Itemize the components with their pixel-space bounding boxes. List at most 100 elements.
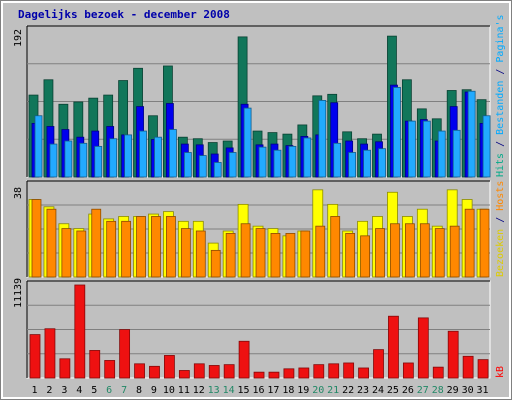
x-tick-label: 18 <box>282 385 294 396</box>
bar-paginas-6 <box>109 138 118 178</box>
bar-kb-25 <box>388 315 399 379</box>
bar-kb-20 <box>313 364 325 379</box>
legend-entry: Hits <box>495 153 506 177</box>
bar-hosts-19 <box>300 230 311 278</box>
x-tick-label: 1 <box>31 385 37 396</box>
bar-kb-9 <box>149 365 160 379</box>
bar-paginas-10 <box>169 129 177 178</box>
x-tick-label: 31 <box>477 385 489 396</box>
bar-kb-13 <box>208 365 220 379</box>
bar-kb-12 <box>193 363 205 379</box>
bar-kb-22 <box>343 362 355 379</box>
bar-paginas-22 <box>348 152 357 178</box>
bar-hosts-12 <box>195 230 206 278</box>
bar-kb-16 <box>253 371 265 379</box>
bar-kb-5 <box>89 350 101 379</box>
x-tick-label: 16 <box>252 385 264 396</box>
bar-kb-30 <box>462 355 474 379</box>
x-tick-label: 24 <box>372 385 384 396</box>
bar-kb-19 <box>298 367 310 379</box>
bar-paginas-12 <box>198 155 207 178</box>
legend-kb: kB <box>495 366 506 378</box>
bar-kb-6 <box>104 360 116 379</box>
x-tick-label: 7 <box>121 385 127 396</box>
legend-visits-hosts: Bezoeken / Hosts <box>495 181 506 277</box>
x-tick-label: 25 <box>387 385 399 396</box>
x-tick-label: 10 <box>163 385 175 396</box>
bar-paginas-29 <box>452 129 461 178</box>
bar-hosts-29 <box>449 225 460 278</box>
legend-entry: Hosts <box>495 181 506 211</box>
bar-hosts-4 <box>76 230 87 278</box>
bar-paginas-11 <box>183 152 192 178</box>
bar-kb-15 <box>238 340 250 379</box>
legend-entry: kB <box>495 366 506 378</box>
bar-hosts-18 <box>285 233 296 278</box>
bar-paginas-4 <box>79 142 88 178</box>
x-tick-label: 15 <box>238 385 250 396</box>
bar-hosts-27 <box>419 223 430 278</box>
x-tick-label: 5 <box>91 385 97 396</box>
x-tick-label: 28 <box>432 385 444 396</box>
bar-hosts-15 <box>240 223 251 278</box>
x-tick-label: 27 <box>417 385 429 396</box>
bar-hosts-28 <box>434 228 445 278</box>
bar-hosts-9 <box>151 216 161 278</box>
bar-hosts-26 <box>404 223 415 278</box>
bar-kb-24 <box>373 349 384 379</box>
bar-hosts-3 <box>61 228 72 278</box>
bar-paginas-5 <box>94 145 103 178</box>
y-max-label: 38 <box>13 187 24 199</box>
bar-paginas-26 <box>407 120 416 178</box>
bar-paginas-28 <box>437 130 446 178</box>
x-tick-label: 30 <box>462 385 474 396</box>
bar-kb-18 <box>283 368 295 379</box>
x-tick-label: 8 <box>136 385 142 396</box>
bar-hosts-23 <box>360 235 370 278</box>
bar-paginas-16 <box>258 146 267 178</box>
bar-hosts-7 <box>121 220 132 278</box>
bar-hosts-11 <box>180 228 191 278</box>
x-tick-label: 22 <box>342 385 354 396</box>
x-tick-label: 19 <box>297 385 309 396</box>
bar-paginas-7 <box>124 134 133 178</box>
bar-paginas-13 <box>213 162 222 178</box>
bar-kb-28 <box>432 366 444 379</box>
x-tick-label: 12 <box>193 385 205 396</box>
x-tick-label: 21 <box>327 385 339 396</box>
bar-paginas-8 <box>139 130 147 178</box>
bar-paginas-2 <box>49 143 58 178</box>
x-tick-label: 6 <box>106 385 112 396</box>
bar-paginas-1 <box>34 115 43 178</box>
bar-kb-1 <box>29 334 41 379</box>
x-tick-label: 2 <box>46 385 52 396</box>
bar-paginas-31 <box>482 115 491 178</box>
y-max-label: 11139 <box>13 278 24 308</box>
bar-kb-26 <box>402 362 414 379</box>
x-tick-label: 29 <box>447 385 459 396</box>
bar-paginas-30 <box>467 90 476 178</box>
x-tick-label: 20 <box>312 385 324 396</box>
bar-paginas-15 <box>243 107 252 178</box>
bar-paginas-18 <box>288 145 297 178</box>
chart-title: Dagelijks bezoek - december 2008 <box>18 8 230 21</box>
bar-kb-3 <box>59 358 71 379</box>
bar-paginas-25 <box>393 87 401 178</box>
bar-kb-27 <box>417 317 429 379</box>
bar-kb-2 <box>44 328 56 379</box>
bar-hosts-5 <box>91 208 102 278</box>
bar-hosts-17 <box>270 233 281 278</box>
bar-hosts-6 <box>106 220 117 278</box>
legend-entry: Bestanden <box>495 81 506 135</box>
x-tick-label: 26 <box>402 385 414 396</box>
bar-hosts-24 <box>375 228 385 278</box>
legend-pages-hits: Hits / Bestanden / Pagina's <box>495 14 506 177</box>
bar-kb-23 <box>358 367 369 379</box>
x-tick-label: 11 <box>178 385 190 396</box>
x-tick-label: 17 <box>267 385 279 396</box>
bar-paginas-23 <box>363 149 371 178</box>
bar-kb-7 <box>119 329 131 379</box>
bar-kb-29 <box>447 330 459 379</box>
bar-kb-31 <box>477 359 489 379</box>
bar-kb-21 <box>328 363 340 379</box>
